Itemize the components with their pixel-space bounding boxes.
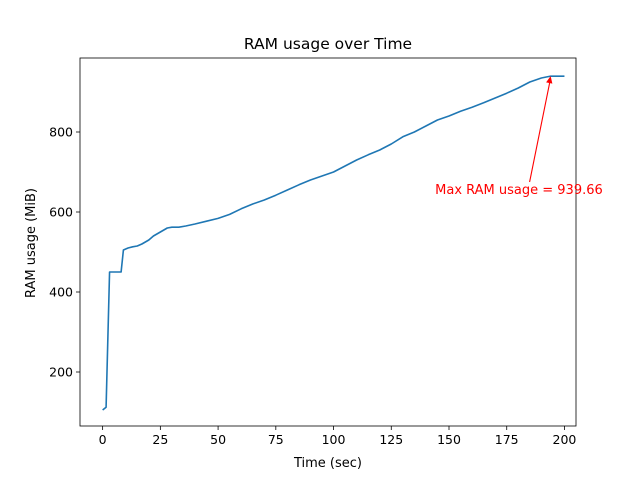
- x-tick-label: 0: [99, 432, 107, 447]
- annotation-label: Max RAM usage = 939.66: [435, 183, 603, 198]
- plot-frame: [79, 57, 577, 427]
- x-tick-label: 175: [495, 432, 519, 447]
- y-tick-label: 200: [49, 365, 73, 380]
- annotation-arrow-head: [546, 76, 553, 84]
- plot-area: 0 25 50 75 100 125 150 175 200 200 400 600 800: [49, 57, 577, 447]
- x-tick-label: 25: [152, 432, 168, 447]
- y-axis-label: RAM usage (MiB): [24, 188, 39, 298]
- annotation-arrow-line: [529, 78, 552, 183]
- x-tick-label: 125: [379, 432, 403, 447]
- y-tick-label: 600: [49, 205, 73, 220]
- x-tick-label: 150: [437, 432, 461, 447]
- series-line-0: [102, 75, 565, 411]
- y-tick-label: 400: [49, 285, 73, 300]
- y-tick-label: 800: [49, 125, 73, 140]
- x-tick-label: 75: [268, 432, 284, 447]
- x-tick-label: 100: [322, 432, 346, 447]
- annotation-layer: Max RAM usage = 939.66: [435, 76, 603, 198]
- chart-title: RAM usage over Time: [244, 35, 412, 53]
- x-tick-label: 200: [553, 432, 577, 447]
- x-axis-label: Time (sec): [293, 456, 362, 471]
- x-tick-label: 50: [210, 432, 226, 447]
